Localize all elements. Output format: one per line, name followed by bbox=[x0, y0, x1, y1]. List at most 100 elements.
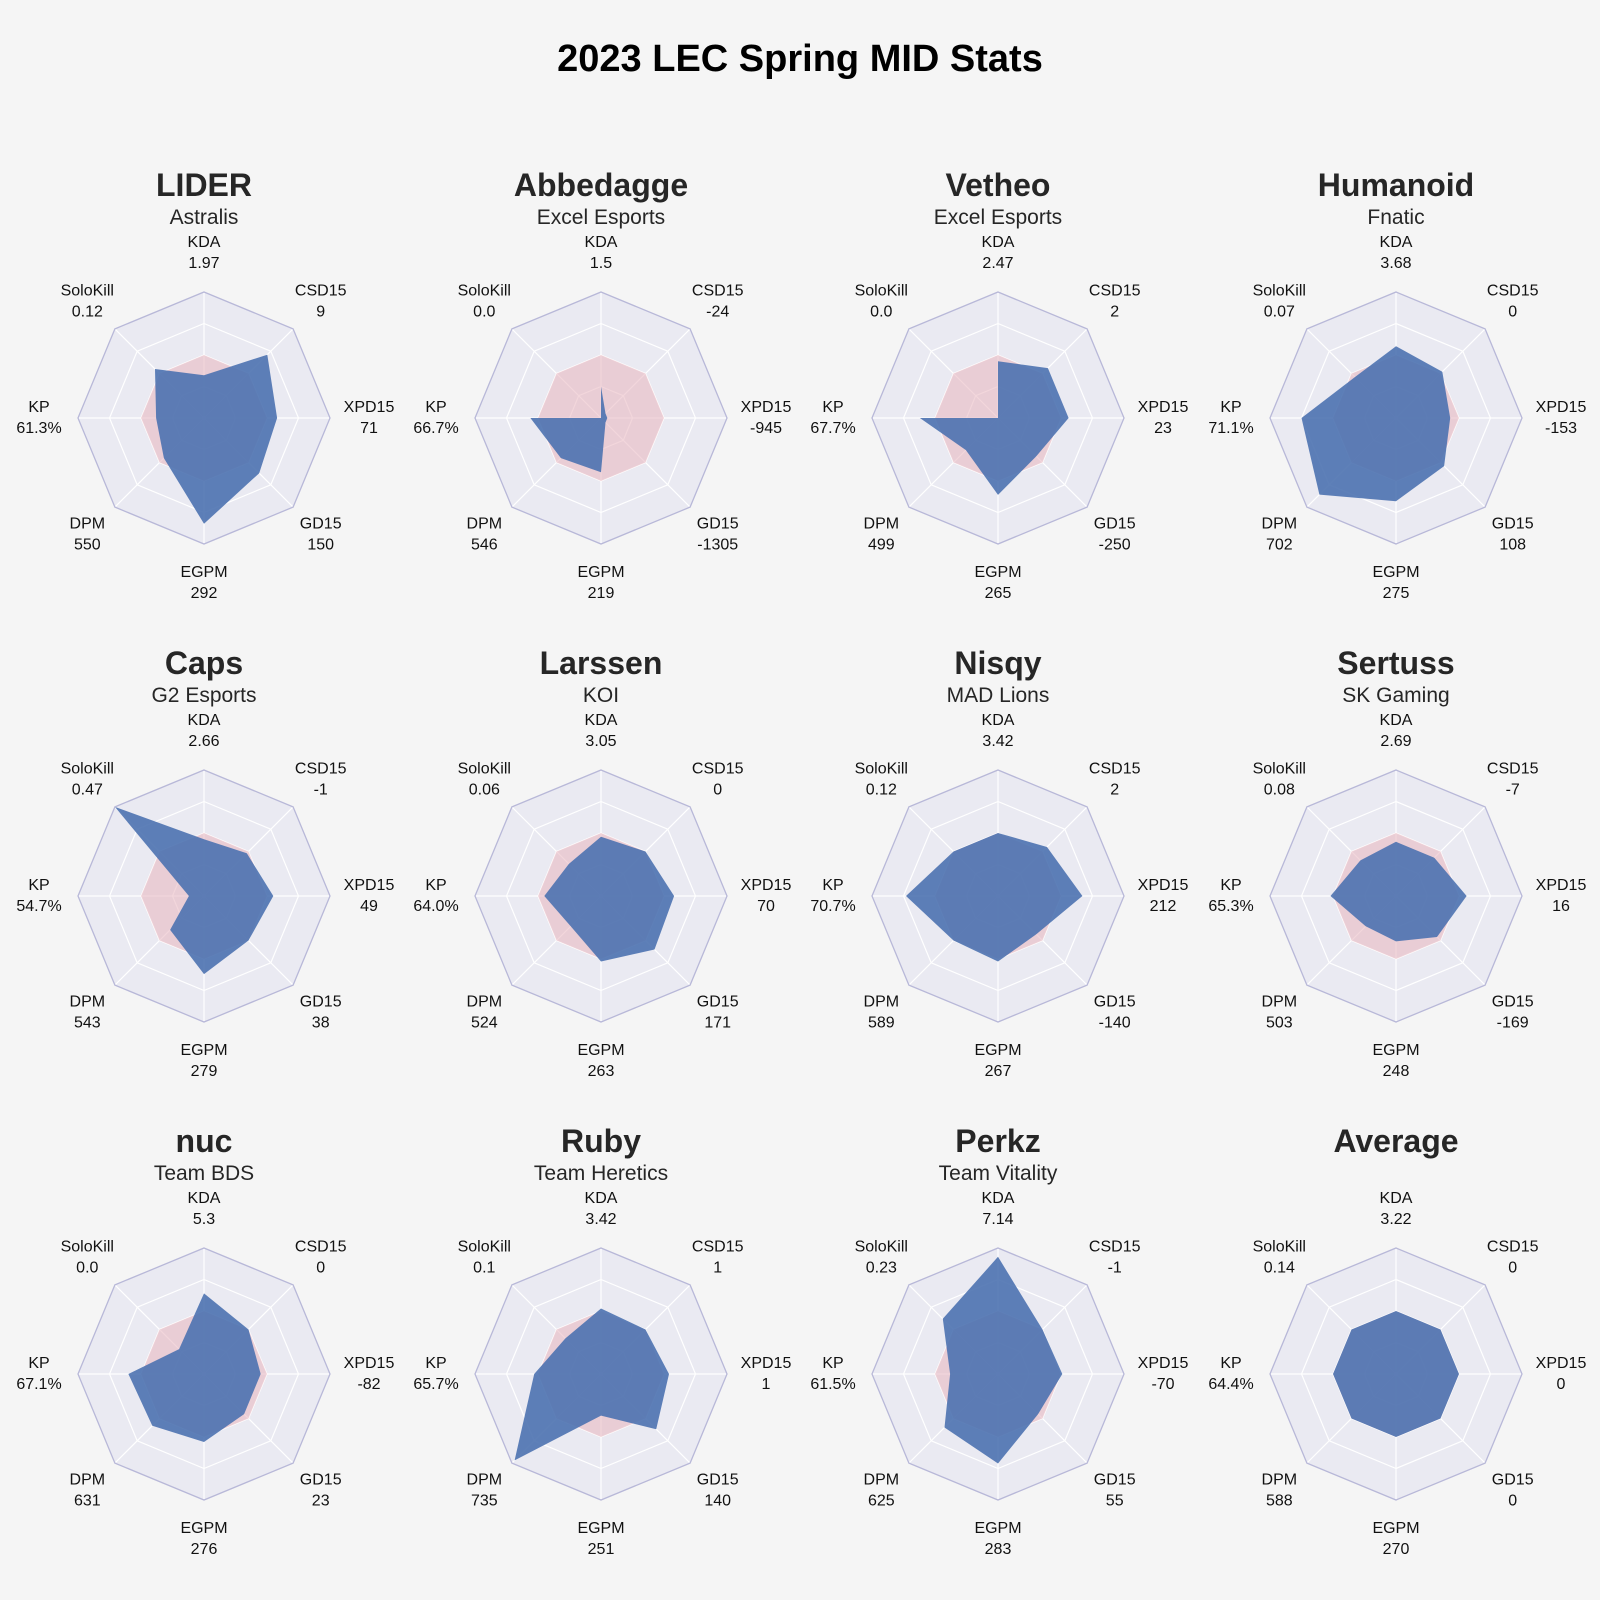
radar-outline bbox=[474, 291, 728, 545]
axis-value-csd15: 9 bbox=[316, 303, 325, 320]
team-name: Fnatic bbox=[1367, 206, 1424, 229]
axis-label-gd15: GD15 bbox=[1492, 516, 1534, 533]
axis-label-kda: KDA bbox=[982, 234, 1015, 251]
axis-label-egpm: EGPM bbox=[1372, 1042, 1419, 1059]
axis-value-xpd15: 0 bbox=[1557, 1376, 1566, 1393]
axis-value-dpm: 625 bbox=[868, 1493, 895, 1510]
axis-value-csd15: 0 bbox=[1508, 303, 1517, 320]
player-area bbox=[530, 386, 608, 473]
team-name: Excel Esports bbox=[934, 206, 1062, 229]
axis-label-csd15: CSD15 bbox=[295, 760, 347, 777]
axis-value-csd15: 1 bbox=[713, 1259, 722, 1276]
radar-panel-lider: LIDER Astralis KDA 1.97 CSD15 9 XPD15 71 GD15 150… bbox=[16, 167, 394, 602]
radar-outline bbox=[77, 291, 331, 545]
axis-value-kp: 67.1% bbox=[16, 1376, 61, 1393]
axis-value-kp: 66.7% bbox=[413, 420, 458, 437]
axis-label-egpm: EGPM bbox=[1372, 564, 1419, 581]
axis-label-gd15: GD15 bbox=[1094, 1472, 1136, 1489]
axis-value-gd15: 108 bbox=[1499, 537, 1526, 554]
axis-label-kda: KDA bbox=[585, 1190, 618, 1207]
axis-label-csd15: CSD15 bbox=[1487, 1238, 1539, 1255]
axis-label-csd15: CSD15 bbox=[295, 282, 347, 299]
axis-label-csd15: CSD15 bbox=[692, 282, 744, 299]
radar-panel-caps: Caps G2 Esports KDA 2.66 CSD15 -1 XPD15 49 GD15 3… bbox=[16, 645, 394, 1080]
axis-label-kda: KDA bbox=[585, 712, 618, 729]
axis-value-csd15: 2 bbox=[1110, 303, 1119, 320]
axis-label-dpm: DPM bbox=[70, 994, 106, 1011]
axis-value-egpm: 283 bbox=[985, 1541, 1012, 1558]
axis-value-kp: 65.3% bbox=[1208, 898, 1253, 915]
axis-value-kda: 3.05 bbox=[585, 733, 616, 750]
axis-value-dpm: 543 bbox=[74, 1015, 101, 1032]
axis-label-egpm: EGPM bbox=[577, 1520, 624, 1537]
axis-label-dpm: DPM bbox=[1262, 1472, 1298, 1489]
axis-label-kp: KP bbox=[1220, 877, 1241, 894]
axis-label-egpm: EGPM bbox=[180, 1520, 227, 1537]
axis-value-egpm: 265 bbox=[985, 585, 1012, 602]
axis-value-dpm: 499 bbox=[868, 537, 895, 554]
player-area bbox=[1330, 841, 1467, 942]
axis-value-kp: 65.7% bbox=[413, 1376, 458, 1393]
axis-value-kda: 1.5 bbox=[590, 255, 612, 272]
axis-label-kda: KDA bbox=[1380, 1190, 1413, 1207]
axis-label-solokill: SoloKill bbox=[855, 1238, 908, 1255]
axis-value-csd15: -24 bbox=[706, 303, 729, 320]
axis-value-solokill: 0.14 bbox=[1264, 1259, 1295, 1276]
radar-outline bbox=[871, 1247, 1125, 1501]
axis-label-xpd15: XPD15 bbox=[741, 877, 792, 894]
axis-label-dpm: DPM bbox=[1262, 994, 1298, 1011]
axis-value-kda: 1.97 bbox=[188, 255, 219, 272]
axis-value-dpm: 550 bbox=[74, 537, 101, 554]
axis-label-kda: KDA bbox=[1380, 234, 1413, 251]
axis-label-dpm: DPM bbox=[467, 516, 503, 533]
axis-value-egpm: 251 bbox=[588, 1541, 615, 1558]
axis-label-solokill: SoloKill bbox=[458, 1238, 511, 1255]
axis-value-kp: 64.4% bbox=[1208, 1376, 1253, 1393]
player-name: Perkz bbox=[955, 1123, 1040, 1159]
axis-label-egpm: EGPM bbox=[577, 1042, 624, 1059]
axis-value-gd15: 0 bbox=[1508, 1493, 1517, 1510]
axis-value-solokill: 0.47 bbox=[72, 781, 103, 798]
axis-label-kp: KP bbox=[822, 1355, 843, 1372]
team-name: Team Heretics bbox=[534, 1162, 668, 1185]
axis-value-dpm: 631 bbox=[74, 1493, 101, 1510]
axis-label-kda: KDA bbox=[1380, 712, 1413, 729]
axis-label-csd15: CSD15 bbox=[295, 1238, 347, 1255]
player-area bbox=[906, 833, 1083, 962]
player-name: nuc bbox=[176, 1123, 233, 1159]
axis-label-kp: KP bbox=[28, 877, 49, 894]
axis-value-kp: 64.0% bbox=[413, 898, 458, 915]
axis-label-solokill: SoloKill bbox=[458, 760, 511, 777]
axis-label-xpd15: XPD15 bbox=[1536, 1355, 1587, 1372]
radar-outline bbox=[77, 769, 331, 1023]
axis-value-xpd15: 23 bbox=[1154, 420, 1172, 437]
axis-label-dpm: DPM bbox=[70, 516, 106, 533]
axis-value-kp: 70.7% bbox=[810, 898, 855, 915]
axis-label-csd15: CSD15 bbox=[1487, 282, 1539, 299]
axis-label-solokill: SoloKill bbox=[855, 760, 908, 777]
radar-outline bbox=[474, 769, 728, 1023]
axis-value-egpm: 248 bbox=[1383, 1063, 1410, 1080]
player-area bbox=[1301, 346, 1451, 502]
axis-value-dpm: 588 bbox=[1266, 1493, 1293, 1510]
axis-value-kp: 71.1% bbox=[1208, 420, 1253, 437]
radar-panel-nuc: nuc Team BDS KDA 5.3 CSD15 0 XPD15 -82 GD15 23 EGP… bbox=[16, 1123, 394, 1558]
player-name: Average bbox=[1333, 1123, 1458, 1159]
axis-label-solokill: SoloKill bbox=[458, 282, 511, 299]
axis-value-kda: 5.3 bbox=[193, 1211, 215, 1228]
axis-label-dpm: DPM bbox=[864, 994, 900, 1011]
axis-label-egpm: EGPM bbox=[974, 1042, 1021, 1059]
axis-label-xpd15: XPD15 bbox=[1138, 877, 1189, 894]
axis-label-kp: KP bbox=[28, 399, 49, 416]
axis-label-kp: KP bbox=[1220, 399, 1241, 416]
axis-label-egpm: EGPM bbox=[1372, 1520, 1419, 1537]
radar-panel-average: Average KDA 3.22 CSD15 0 XPD15 0 GD15 0 EGPM 270 DP… bbox=[1208, 1123, 1586, 1558]
team-name: G2 Esports bbox=[151, 684, 256, 707]
team-name: KOI bbox=[583, 684, 619, 707]
axis-value-dpm: 735 bbox=[471, 1493, 498, 1510]
radar-outline bbox=[1269, 769, 1523, 1023]
axis-label-kp: KP bbox=[1220, 1355, 1241, 1372]
axis-value-egpm: 263 bbox=[588, 1063, 615, 1080]
axis-value-xpd15: 70 bbox=[757, 898, 775, 915]
axis-value-solokill: 0.0 bbox=[473, 303, 495, 320]
